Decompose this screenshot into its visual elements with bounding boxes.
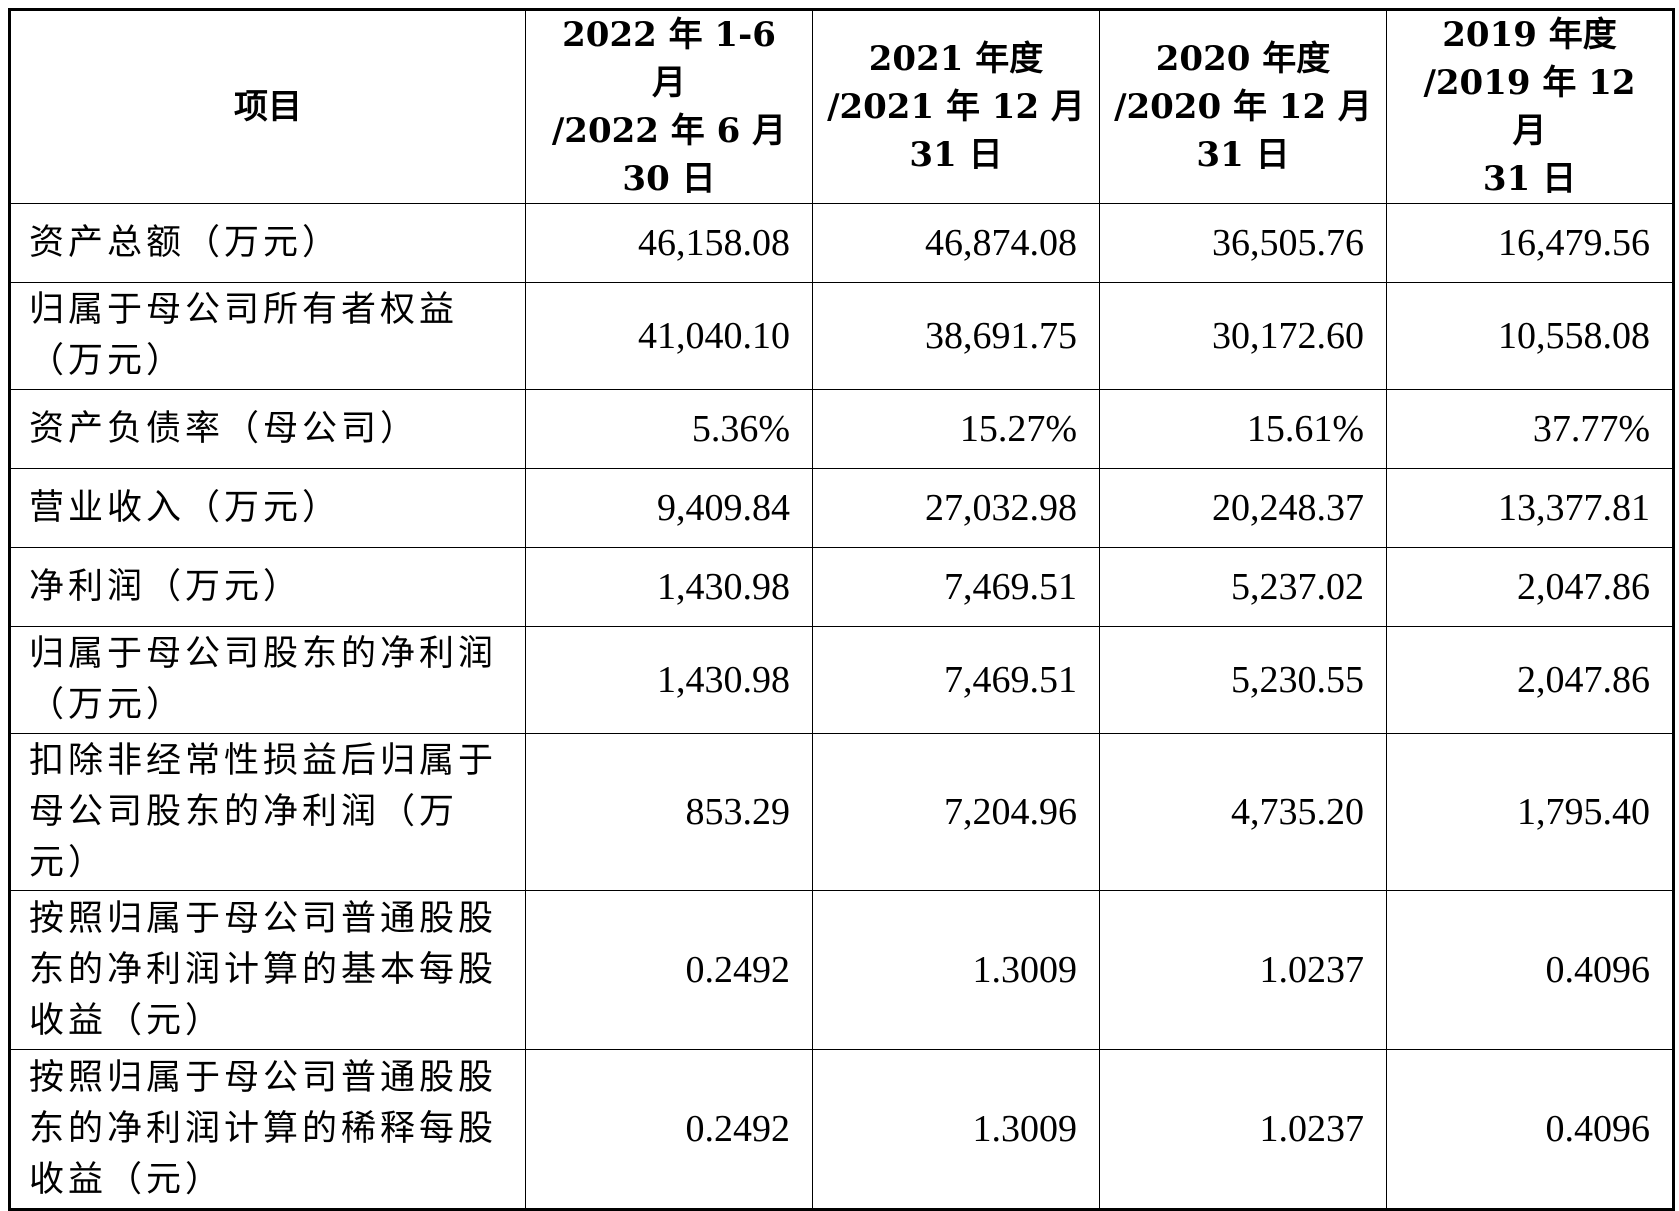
cell-value: 38,691.75 (812, 282, 1100, 390)
cell-value: 0.2492 (525, 1049, 813, 1210)
row-label: 按照归属于母公司普通股股东的净利润计算的基本每股收益（元） (9, 890, 526, 1050)
cell-value: 46,874.08 (812, 203, 1100, 283)
cell-value: 1,430.98 (525, 626, 813, 734)
header-line: /2022 年 6 月 (551, 111, 787, 151)
row-label: 归属于母公司所有者权益（万元） (9, 282, 526, 390)
row-label: 归属于母公司股东的净利润（万元） (9, 626, 526, 734)
header-line: 31 日 (909, 135, 1003, 175)
table-row: 归属于母公司股东的净利润（万元） 1,430.98 7,469.51 5,230… (9, 626, 1674, 734)
financial-table-container: 项目 2022 年 1-6 月 /2022 年 6 月 30 日 2021 年度… (8, 8, 1675, 1211)
cell-value: 20,248.37 (1099, 468, 1387, 548)
cell-value: 4,735.20 (1099, 733, 1387, 891)
header-item: 项目 (9, 9, 526, 204)
cell-value: 0.4096 (1386, 1049, 1674, 1210)
table-row: 扣除非经常性损益后归属于母公司股东的净利润（万元） 853.29 7,204.9… (9, 733, 1674, 891)
cell-value: 1.0237 (1099, 1049, 1387, 1210)
table-header-row: 项目 2022 年 1-6 月 /2022 年 6 月 30 日 2021 年度… (9, 9, 1674, 204)
header-line: 2019 年度 (1442, 15, 1617, 55)
row-label: 扣除非经常性损益后归属于母公司股东的净利润（万元） (9, 733, 526, 891)
cell-value: 7,469.51 (812, 547, 1100, 627)
cell-value: 1.3009 (812, 890, 1100, 1050)
cell-value: 5,237.02 (1099, 547, 1387, 627)
cell-value: 30,172.60 (1099, 282, 1387, 390)
cell-value: 853.29 (525, 733, 813, 891)
cell-value: 1.0237 (1099, 890, 1387, 1050)
cell-value: 7,469.51 (812, 626, 1100, 734)
header-line: 31 日 (1196, 135, 1290, 175)
financial-data-table: 项目 2022 年 1-6 月 /2022 年 6 月 30 日 2021 年度… (8, 8, 1675, 1211)
cell-value: 0.2492 (525, 890, 813, 1050)
table-row: 资产负债率（母公司） 5.36% 15.27% 15.61% 37.77% (9, 389, 1674, 469)
cell-value: 27,032.98 (812, 468, 1100, 548)
table-row: 归属于母公司所有者权益（万元） 41,040.10 38,691.75 30,1… (9, 282, 1674, 390)
row-label: 资产负债率（母公司） (9, 389, 526, 469)
cell-value: 9,409.84 (525, 468, 813, 548)
cell-value: 2,047.86 (1386, 626, 1674, 734)
header-item-label: 项目 (234, 87, 302, 127)
header-line: 2022 年 1-6 月 (562, 15, 776, 103)
header-line: 2020 年度 (1155, 39, 1331, 79)
cell-value: 0.4096 (1386, 890, 1674, 1050)
cell-value: 1.3009 (812, 1049, 1100, 1210)
cell-value: 37.77% (1386, 389, 1674, 469)
row-label: 按照归属于母公司普通股股东的净利润计算的稀释每股收益（元） (9, 1049, 526, 1210)
table-row: 营业收入（万元） 9,409.84 27,032.98 20,248.37 13… (9, 468, 1674, 548)
header-line: /2019 年 12 月 (1423, 63, 1636, 151)
header-2022h1: 2022 年 1-6 月 /2022 年 6 月 30 日 (525, 9, 813, 204)
row-label: 营业收入（万元） (9, 468, 526, 548)
header-line: 30 日 (622, 159, 716, 199)
cell-value: 16,479.56 (1386, 203, 1674, 283)
cell-value: 15.61% (1099, 389, 1387, 469)
cell-value: 1,795.40 (1386, 733, 1674, 891)
cell-value: 2,047.86 (1386, 547, 1674, 627)
cell-value: 1,430.98 (525, 547, 813, 627)
cell-value: 15.27% (812, 389, 1100, 469)
table-row: 按照归属于母公司普通股股东的净利润计算的稀释每股收益（元） 0.2492 1.3… (9, 1049, 1674, 1210)
row-label: 资产总额（万元） (9, 203, 526, 283)
cell-value: 5.36% (525, 389, 813, 469)
table-row: 按照归属于母公司普通股股东的净利润计算的基本每股收益（元） 0.2492 1.3… (9, 890, 1674, 1050)
row-label: 净利润（万元） (9, 547, 526, 627)
header-line: /2020 年 12 月 (1114, 87, 1372, 127)
header-2019: 2019 年度 /2019 年 12 月 31 日 (1386, 9, 1674, 204)
cell-value: 46,158.08 (525, 203, 813, 283)
cell-value: 13,377.81 (1386, 468, 1674, 548)
table-row: 资产总额（万元） 46,158.08 46,874.08 36,505.76 1… (9, 203, 1674, 283)
cell-value: 7,204.96 (812, 733, 1100, 891)
header-line: 2021 年度 (868, 39, 1044, 79)
cell-value: 10,558.08 (1386, 282, 1674, 390)
header-2021: 2021 年度 /2021 年 12 月 31 日 (812, 9, 1100, 204)
cell-value: 41,040.10 (525, 282, 813, 390)
header-line: 31 日 (1482, 159, 1577, 199)
cell-value: 36,505.76 (1099, 203, 1387, 283)
header-2020: 2020 年度 /2020 年 12 月 31 日 (1099, 9, 1387, 204)
table-row: 净利润（万元） 1,430.98 7,469.51 5,237.02 2,047… (9, 547, 1674, 627)
cell-value: 5,230.55 (1099, 626, 1387, 734)
header-line: /2021 年 12 月 (827, 87, 1085, 127)
